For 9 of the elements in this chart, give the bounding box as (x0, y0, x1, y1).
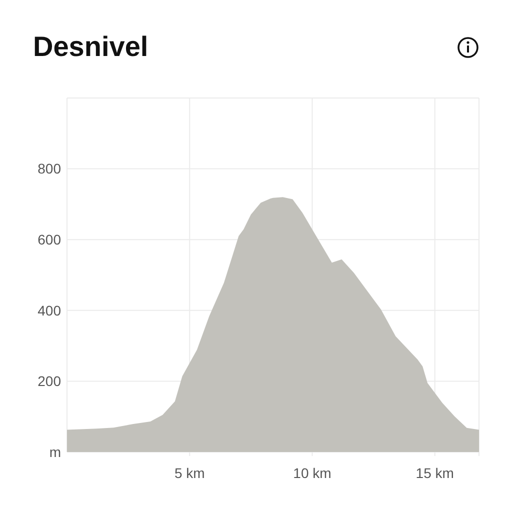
x-tick-label: 5 km (174, 465, 205, 481)
x-tick-label: 15 km (416, 465, 454, 481)
y-tick-label: m (49, 444, 61, 460)
chart-title: Desnivel (33, 31, 148, 62)
x-tick-label: 10 km (293, 465, 332, 481)
y-tick-label: 800 (38, 160, 62, 177)
y-tick-label: 400 (38, 302, 62, 318)
y-tick-label: 600 (38, 232, 62, 248)
y-tick-label: 200 (38, 373, 62, 390)
